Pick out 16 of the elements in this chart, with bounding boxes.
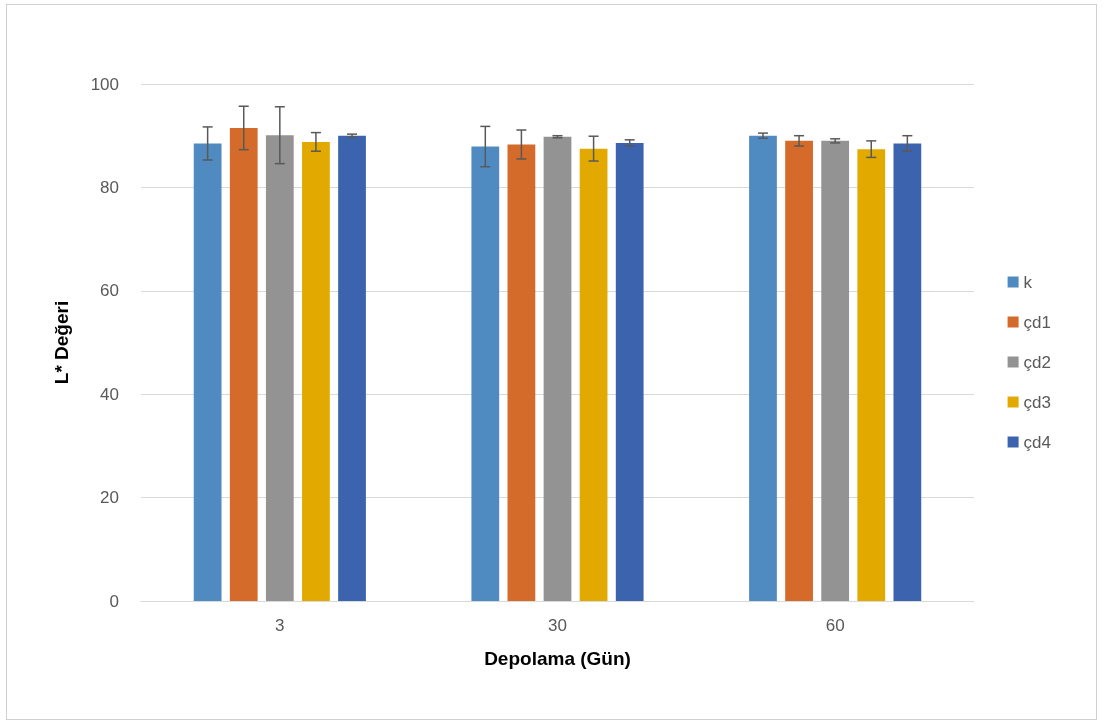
y-axis-title: L* Değeri [51, 300, 72, 385]
y-tick-label: 60 [100, 281, 119, 301]
y-tick-label: 20 [100, 488, 119, 508]
y-tick-label: 40 [100, 384, 119, 404]
y-tick-label: 0 [109, 591, 119, 611]
y-tick-label: 100 [90, 74, 119, 94]
x-tick-label: 3 [275, 616, 285, 635]
legend-label: çd2 [1023, 352, 1052, 372]
x-tick-label: 30 [548, 616, 567, 635]
legend-label: k [1023, 272, 1033, 292]
x-axis-title: Depolama (Gün) [484, 648, 631, 669]
y-tick-label: 80 [100, 177, 119, 197]
x-tick-label: 60 [825, 616, 845, 635]
legend-label: çd4 [1023, 432, 1052, 452]
legend-label: çd1 [1023, 312, 1052, 332]
legend-label: çd3 [1023, 392, 1052, 412]
